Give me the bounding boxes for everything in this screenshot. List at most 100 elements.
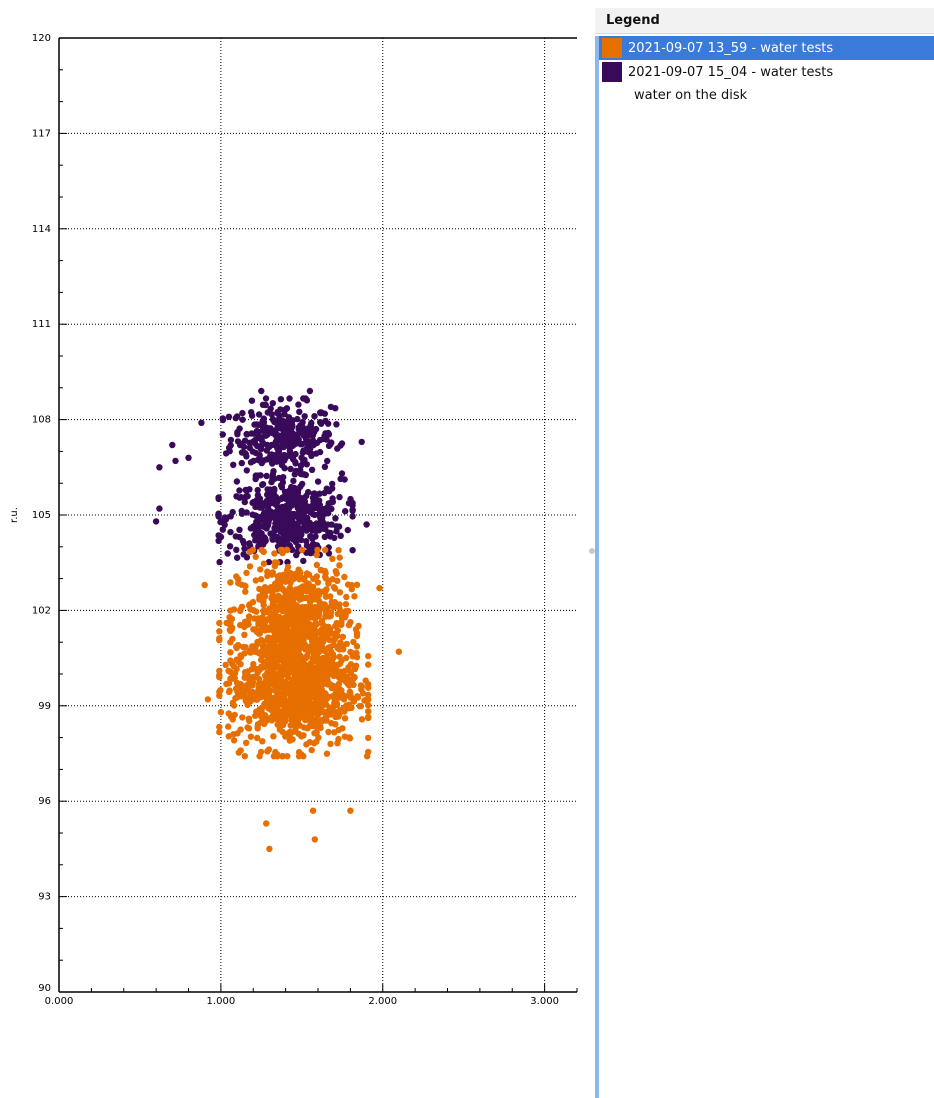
data-point — [316, 525, 323, 533]
data-point — [288, 483, 295, 491]
data-point — [234, 641, 242, 649]
data-point — [365, 734, 372, 742]
data-point — [343, 593, 350, 601]
data-point — [262, 395, 270, 402]
data-point — [219, 526, 226, 533]
data-point — [252, 527, 259, 534]
data-point — [317, 419, 324, 426]
data-point — [225, 733, 232, 740]
data-point — [280, 661, 288, 669]
data-point — [344, 526, 351, 534]
data-point — [285, 690, 293, 697]
data-point — [264, 748, 271, 755]
data-point — [241, 545, 248, 552]
data-point — [336, 653, 343, 660]
legend-item-label: 2021-09-07 15_04 - water tests — [628, 64, 834, 80]
data-point — [241, 623, 248, 631]
data-point — [353, 654, 361, 661]
data-point — [315, 597, 322, 604]
data-point — [331, 698, 338, 705]
data-point — [312, 533, 319, 540]
data-point — [224, 550, 231, 557]
legend-list: 2021-09-07 13_59 - water tests 2021-09-0… — [595, 36, 934, 1098]
data-point — [296, 660, 304, 667]
data-point — [336, 601, 343, 608]
data-point — [234, 694, 241, 701]
data-point — [332, 690, 339, 698]
data-point — [319, 620, 326, 628]
data-point — [225, 688, 233, 696]
data-point — [242, 588, 249, 595]
data-point — [262, 509, 270, 516]
data-point — [293, 675, 300, 683]
data-point — [314, 579, 322, 586]
data-point — [303, 461, 310, 468]
data-point — [233, 478, 241, 485]
data-point — [287, 570, 294, 577]
data-point — [303, 397, 311, 404]
data-point — [304, 679, 311, 687]
data-point — [291, 471, 298, 478]
data-point — [293, 654, 301, 661]
data-point — [322, 546, 329, 554]
data-point — [215, 510, 222, 517]
data-point — [305, 606, 313, 613]
data-point — [341, 614, 349, 621]
data-point — [295, 607, 303, 615]
data-point — [241, 674, 248, 681]
data-point — [308, 450, 316, 458]
data-point — [172, 457, 179, 465]
data-point — [262, 401, 269, 409]
data-point — [222, 661, 229, 669]
y-tick-label: 90 — [38, 983, 51, 994]
data-point — [310, 627, 317, 634]
data-point — [237, 440, 244, 447]
y-tick-label: 120 — [32, 33, 51, 44]
data-point — [293, 622, 301, 629]
data-point — [329, 480, 336, 488]
data-point — [204, 696, 212, 703]
legend-item-series-1[interactable]: 2021-09-07 13_59 - water tests — [599, 36, 934, 60]
data-point — [267, 425, 274, 432]
data-point — [313, 573, 321, 580]
legend-item-series-2[interactable]: 2021-09-07 15_04 - water tests — [599, 60, 934, 84]
data-point — [271, 614, 278, 621]
data-point — [323, 750, 331, 757]
data-point — [299, 480, 306, 488]
data-point — [243, 569, 250, 577]
data-point — [313, 621, 320, 628]
data-point — [335, 726, 342, 734]
data-point — [306, 706, 314, 714]
splitter-handle[interactable] — [589, 548, 595, 554]
data-point — [255, 667, 262, 674]
data-point — [332, 713, 340, 720]
series-2-color-swatch — [602, 62, 622, 82]
data-point — [274, 573, 281, 580]
data-point — [270, 733, 277, 740]
data-point — [333, 570, 340, 577]
data-point — [246, 486, 253, 493]
data-point — [226, 543, 234, 550]
data-point — [238, 459, 245, 467]
data-point — [344, 680, 351, 687]
data-point — [234, 554, 241, 561]
data-point — [249, 546, 257, 554]
data-point — [277, 546, 284, 554]
data-point — [313, 719, 320, 726]
data-point — [313, 561, 321, 569]
data-point — [335, 523, 343, 530]
data-point — [215, 494, 222, 501]
data-point — [257, 472, 264, 479]
data-point — [309, 523, 317, 531]
data-point — [305, 488, 312, 496]
data-point — [221, 514, 229, 521]
data-point — [279, 585, 286, 592]
y-tick-label: 105 — [32, 510, 51, 521]
data-point — [169, 441, 176, 449]
y-axis-title: r.u. — [9, 507, 20, 523]
data-point — [284, 558, 291, 566]
data-point — [350, 638, 357, 646]
data-point — [342, 608, 349, 615]
data-point — [216, 636, 223, 644]
data-point — [260, 415, 267, 422]
